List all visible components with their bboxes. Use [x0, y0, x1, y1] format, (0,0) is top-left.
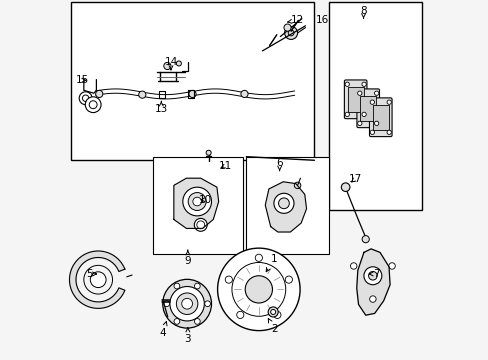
Circle shape	[284, 27, 297, 40]
Circle shape	[273, 193, 293, 213]
Circle shape	[174, 283, 180, 289]
Text: 8: 8	[360, 6, 366, 18]
Polygon shape	[265, 182, 306, 232]
Circle shape	[345, 82, 349, 86]
Circle shape	[169, 287, 204, 321]
Bar	[246, 157, 328, 253]
Text: 10: 10	[198, 195, 211, 205]
Circle shape	[89, 101, 97, 109]
FancyBboxPatch shape	[369, 98, 391, 136]
Circle shape	[255, 254, 262, 261]
Circle shape	[163, 62, 171, 69]
Circle shape	[386, 130, 390, 134]
Polygon shape	[174, 178, 218, 228]
Circle shape	[96, 90, 102, 98]
Bar	[360, 96, 376, 121]
FancyBboxPatch shape	[344, 80, 366, 119]
Circle shape	[139, 91, 145, 98]
Text: 4: 4	[159, 321, 167, 338]
Circle shape	[374, 91, 378, 95]
Circle shape	[174, 319, 180, 324]
Text: 12: 12	[287, 15, 304, 26]
Circle shape	[361, 112, 366, 117]
Text: 6: 6	[276, 158, 283, 171]
Bar	[328, 3, 421, 211]
Circle shape	[350, 263, 356, 269]
Circle shape	[369, 296, 375, 302]
Bar	[153, 157, 242, 253]
Text: 7: 7	[368, 269, 379, 279]
Circle shape	[369, 130, 374, 134]
Text: 14: 14	[164, 57, 177, 70]
Circle shape	[388, 263, 394, 269]
Bar	[347, 87, 363, 112]
Circle shape	[267, 307, 278, 317]
Circle shape	[188, 193, 206, 211]
Polygon shape	[69, 251, 124, 309]
Circle shape	[278, 198, 289, 209]
Circle shape	[188, 90, 196, 98]
Circle shape	[225, 276, 232, 283]
Circle shape	[284, 24, 290, 31]
Circle shape	[287, 30, 293, 36]
Circle shape	[294, 182, 300, 189]
Circle shape	[357, 121, 361, 126]
Circle shape	[361, 82, 366, 86]
Text: 1: 1	[265, 254, 277, 272]
Circle shape	[85, 97, 101, 113]
Circle shape	[244, 276, 272, 303]
Circle shape	[285, 276, 292, 283]
Bar	[372, 105, 388, 130]
Circle shape	[206, 150, 211, 155]
Circle shape	[163, 301, 169, 307]
Circle shape	[236, 311, 244, 319]
Circle shape	[176, 293, 198, 315]
Polygon shape	[356, 249, 389, 315]
Text: 5: 5	[86, 269, 96, 279]
Circle shape	[357, 91, 361, 95]
Circle shape	[196, 221, 204, 229]
Circle shape	[194, 319, 200, 324]
Circle shape	[192, 197, 201, 206]
Circle shape	[194, 283, 200, 289]
Text: 2: 2	[268, 319, 277, 334]
Circle shape	[183, 187, 211, 216]
Circle shape	[194, 219, 207, 231]
Circle shape	[345, 112, 349, 117]
Circle shape	[163, 279, 211, 328]
Circle shape	[341, 183, 349, 192]
Circle shape	[363, 267, 381, 285]
Circle shape	[182, 298, 192, 309]
Circle shape	[82, 95, 89, 102]
Text: 17: 17	[347, 174, 361, 184]
Circle shape	[270, 310, 275, 315]
Circle shape	[176, 61, 181, 66]
Text: 3: 3	[184, 328, 191, 343]
Circle shape	[368, 271, 376, 280]
Text: 9: 9	[184, 250, 191, 266]
Text: 11: 11	[219, 161, 232, 171]
Text: 13: 13	[154, 101, 167, 114]
Circle shape	[374, 121, 378, 126]
Circle shape	[369, 100, 374, 104]
FancyBboxPatch shape	[356, 89, 379, 128]
Circle shape	[241, 90, 247, 98]
Text: 15: 15	[76, 75, 89, 85]
Circle shape	[204, 301, 210, 307]
Circle shape	[90, 272, 106, 288]
Circle shape	[362, 235, 368, 243]
Circle shape	[79, 92, 92, 105]
Bar	[70, 3, 314, 160]
Circle shape	[231, 262, 285, 316]
Circle shape	[217, 248, 300, 330]
Text: 16: 16	[315, 15, 328, 26]
Circle shape	[386, 100, 390, 104]
Circle shape	[273, 311, 281, 319]
